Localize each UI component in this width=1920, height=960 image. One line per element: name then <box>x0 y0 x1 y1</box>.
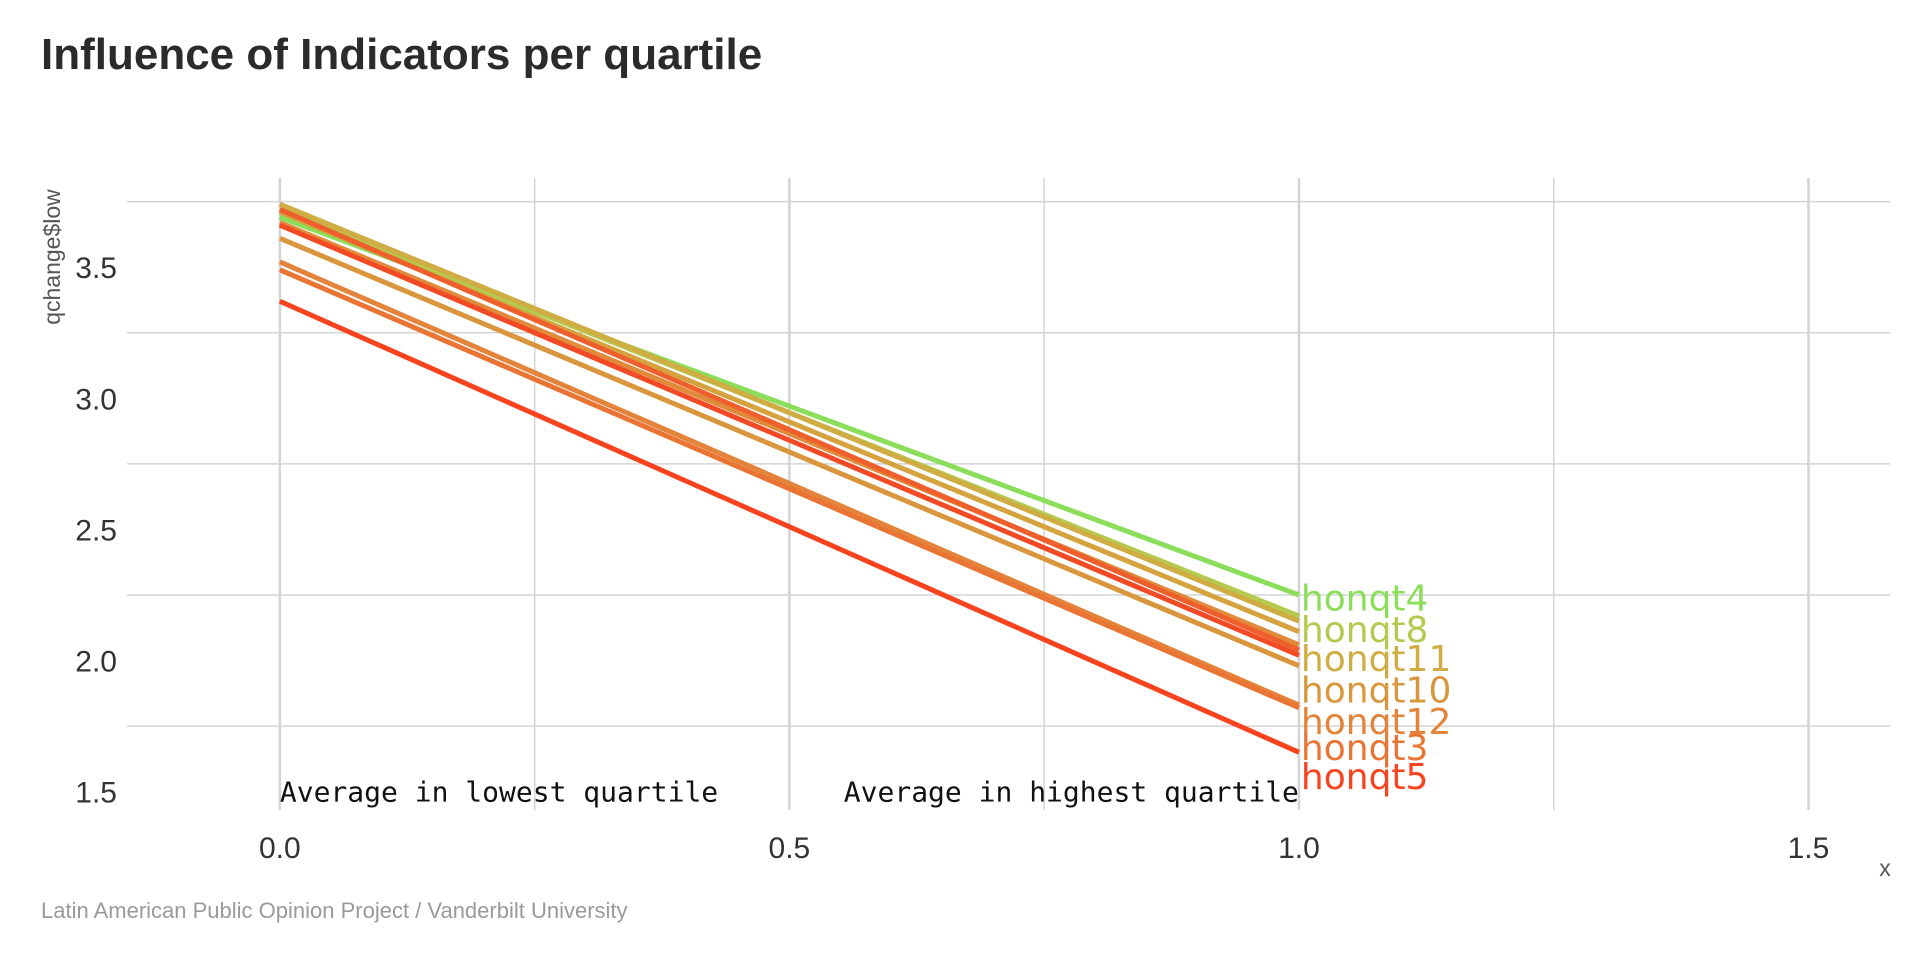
series-label-honqt4: honqt4 <box>1301 579 1429 620</box>
x-tick-label: 1.5 <box>1788 832 1830 865</box>
annotation-lowest-quartile: Average in lowest quartile <box>280 776 718 809</box>
chart-caption: Latin American Public Opinion Project / … <box>41 898 628 923</box>
x-tick-label: 0.0 <box>259 832 301 865</box>
series-line-honqt12 <box>278 259 1300 708</box>
y-tick-label: 3.0 <box>75 383 117 416</box>
series-labels: honqt4honqt8honqt11honqt10honqt12honqt3h… <box>1301 579 1451 798</box>
series-label-honqt3: honqt3 <box>1301 728 1429 769</box>
annotation-highest-quartile: Average in highest quartile <box>844 776 1299 809</box>
x-axis-title: x <box>1879 855 1891 881</box>
series-label-honqt8: honqt8 <box>1301 610 1429 651</box>
series-label-honqt10: honqt10 <box>1301 670 1451 711</box>
series-label-honqt5: honqt5 <box>1301 757 1429 798</box>
y-tick-label: 1.5 <box>75 777 117 810</box>
series-line-honqt5 <box>278 298 1300 755</box>
x-tick-label: 1.0 <box>1278 832 1320 865</box>
y-tick-label: 2.5 <box>75 514 117 547</box>
series-line-unlabeled-5 <box>278 207 1300 653</box>
y-tick-label: 3.5 <box>75 252 117 285</box>
y-tick-label: 2.0 <box>75 646 117 679</box>
annotations: Average in lowest quartile Average in hig… <box>280 776 1299 809</box>
series-label-honqt11: honqt11 <box>1301 639 1451 680</box>
y-axis-ticks: 1.5 2.0 2.5 3.0 3.5 <box>75 252 117 809</box>
series-label-honqt12: honqt12 <box>1301 702 1451 743</box>
series-line-honqt3 <box>278 267 1300 711</box>
series-line-unlabeled-6 <box>278 222 1300 658</box>
x-tick-label: 0.5 <box>769 832 811 865</box>
y-axis-title: qchange$low <box>39 189 65 325</box>
series-lines <box>278 201 1300 755</box>
series-line-honqt10 <box>278 236 1300 669</box>
chart-title: Influence of Indicators per quartile <box>41 30 763 79</box>
series-line-honqt11 <box>278 201 1300 624</box>
x-axis-ticks: 0.0 0.5 1.0 1.5 <box>259 832 1829 865</box>
